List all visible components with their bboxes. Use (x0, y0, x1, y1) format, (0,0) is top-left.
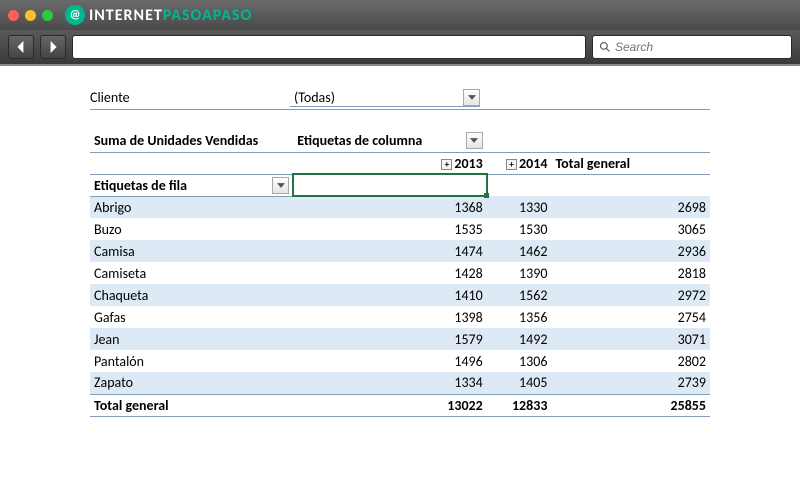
cell-value[interactable]: 1410 (293, 284, 486, 306)
row-total[interactable]: 2936 (611, 240, 710, 262)
cell-value[interactable]: 1496 (293, 350, 486, 372)
row-label[interactable]: Camisa (90, 240, 293, 262)
row-label[interactable]: Camiseta (90, 262, 293, 284)
filter-value-cell[interactable]: (Todas) (290, 89, 480, 107)
data-field-label: Suma de Unidades Vendidas (90, 130, 293, 152)
window-controls (8, 10, 53, 21)
table-row: Zapato13341405 2739 (90, 372, 710, 394)
table-row: Camiseta14281390 2818 (90, 262, 710, 284)
cell-value[interactable]: 1398 (293, 306, 486, 328)
pivot-column-headers: +2013 +2014 Total general (90, 152, 710, 174)
table-row: Jean15791492 3071 (90, 328, 710, 350)
logo-text: INTERNETPASOAPASO (89, 6, 252, 25)
cell-value[interactable]: 1492 (487, 328, 552, 350)
table-row: Pantalón14961306 2802 (90, 350, 710, 372)
column-labels-dropdown[interactable] (466, 132, 483, 149)
row-total[interactable]: 2802 (611, 350, 710, 372)
row-total[interactable]: 2698 (611, 196, 710, 218)
arrow-right-icon (47, 41, 59, 53)
row-total[interactable]: 3065 (611, 218, 710, 240)
row-label[interactable]: Zapato (90, 372, 293, 394)
cell-value[interactable]: 1306 (487, 350, 552, 372)
logo-icon: @ (65, 5, 85, 25)
search-box[interactable] (592, 35, 792, 59)
grand-total-label: Total general (90, 394, 293, 416)
logo-word-2: PASOAPASO (163, 6, 253, 25)
row-total[interactable]: 2972 (611, 284, 710, 306)
filter-value-text: (Todas) (294, 89, 335, 106)
total-2014: 12833 (487, 394, 552, 416)
cell-value[interactable]: 1535 (293, 218, 486, 240)
row-label[interactable]: Pantalón (90, 350, 293, 372)
row-total[interactable]: 2739 (611, 372, 710, 394)
browser-toolbar (0, 30, 800, 66)
pivot-header-row-1: Suma de Unidades Vendidas Etiquetas de c… (90, 130, 710, 152)
total-2013: 13022 (293, 394, 486, 416)
cell-value[interactable]: 1405 (487, 372, 552, 394)
cell-value[interactable]: 1579 (293, 328, 486, 350)
row-label[interactable]: Buzo (90, 218, 293, 240)
table-row: Camisa14741462 2936 (90, 240, 710, 262)
year-header-2013[interactable]: +2013 (293, 152, 486, 174)
report-filter-row: Cliente (Todas) (90, 86, 710, 110)
pivot-table-area: Cliente (Todas) Suma de Unidades Vendida… (0, 66, 800, 417)
pivot-table: Suma de Unidades Vendidas Etiquetas de c… (90, 130, 710, 417)
expand-icon[interactable]: + (506, 159, 517, 170)
forward-button[interactable] (40, 35, 66, 59)
cell-value[interactable]: 1474 (293, 240, 486, 262)
close-window-button[interactable] (8, 10, 19, 21)
filter-field-name: Cliente (90, 89, 290, 106)
table-row: Gafas13981356 2754 (90, 306, 710, 328)
grand-total-value: 25855 (611, 394, 710, 416)
cell-value[interactable]: 1368 (293, 196, 486, 218)
chevron-down-icon (470, 138, 478, 143)
chevron-down-icon (468, 95, 476, 100)
row-labels-dropdown[interactable] (272, 177, 289, 194)
cell-value[interactable]: 1428 (293, 262, 486, 284)
search-input[interactable] (615, 40, 785, 54)
cell-value[interactable]: 1356 (487, 306, 552, 328)
cell-value[interactable]: 1334 (293, 372, 486, 394)
year-header-2014[interactable]: +2014 (487, 152, 552, 174)
row-total[interactable]: 2754 (611, 306, 710, 328)
site-logo: @ INTERNETPASOAPASO (65, 5, 252, 25)
column-labels-cell[interactable]: Etiquetas de columna (293, 130, 486, 152)
cell-value[interactable]: 1462 (487, 240, 552, 262)
back-button[interactable] (8, 35, 34, 59)
browser-titlebar: @ INTERNETPASOAPASO (0, 0, 800, 30)
grand-total-row: Total general 13022 12833 25855 (90, 394, 710, 416)
row-labels-text: Etiquetas de fila (94, 177, 187, 194)
filter-dropdown-button[interactable] (463, 89, 480, 106)
minimize-window-button[interactable] (25, 10, 36, 21)
cell-value[interactable]: 1530 (487, 218, 552, 240)
grand-total-column-header: Total general (551, 152, 710, 174)
row-total[interactable]: 2818 (611, 262, 710, 284)
row-label[interactable]: Chaqueta (90, 284, 293, 306)
logo-word-1: INTERNET (89, 6, 163, 25)
row-labels-cell[interactable]: Etiquetas de fila (90, 174, 293, 196)
column-labels-text: Etiquetas de columna (297, 132, 422, 149)
chevron-down-icon (277, 183, 285, 188)
cell-value[interactable]: 1330 (487, 196, 552, 218)
row-labels-header-row: Etiquetas de fila (90, 174, 710, 196)
url-bar[interactable] (72, 35, 586, 59)
row-total[interactable]: 3071 (611, 328, 710, 350)
search-icon (599, 41, 611, 53)
table-row: Abrigo13681330 2698 (90, 196, 710, 218)
expand-icon[interactable]: + (441, 159, 452, 170)
cell-value[interactable]: 1390 (487, 262, 552, 284)
row-label[interactable]: Jean (90, 328, 293, 350)
table-row: Chaqueta14101562 2972 (90, 284, 710, 306)
selected-cell[interactable] (293, 174, 486, 196)
maximize-window-button[interactable] (42, 10, 53, 21)
row-label[interactable]: Abrigo (90, 196, 293, 218)
arrow-left-icon (15, 41, 27, 53)
cell-value[interactable]: 1562 (487, 284, 552, 306)
row-label[interactable]: Gafas (90, 306, 293, 328)
table-row: Buzo15351530 3065 (90, 218, 710, 240)
